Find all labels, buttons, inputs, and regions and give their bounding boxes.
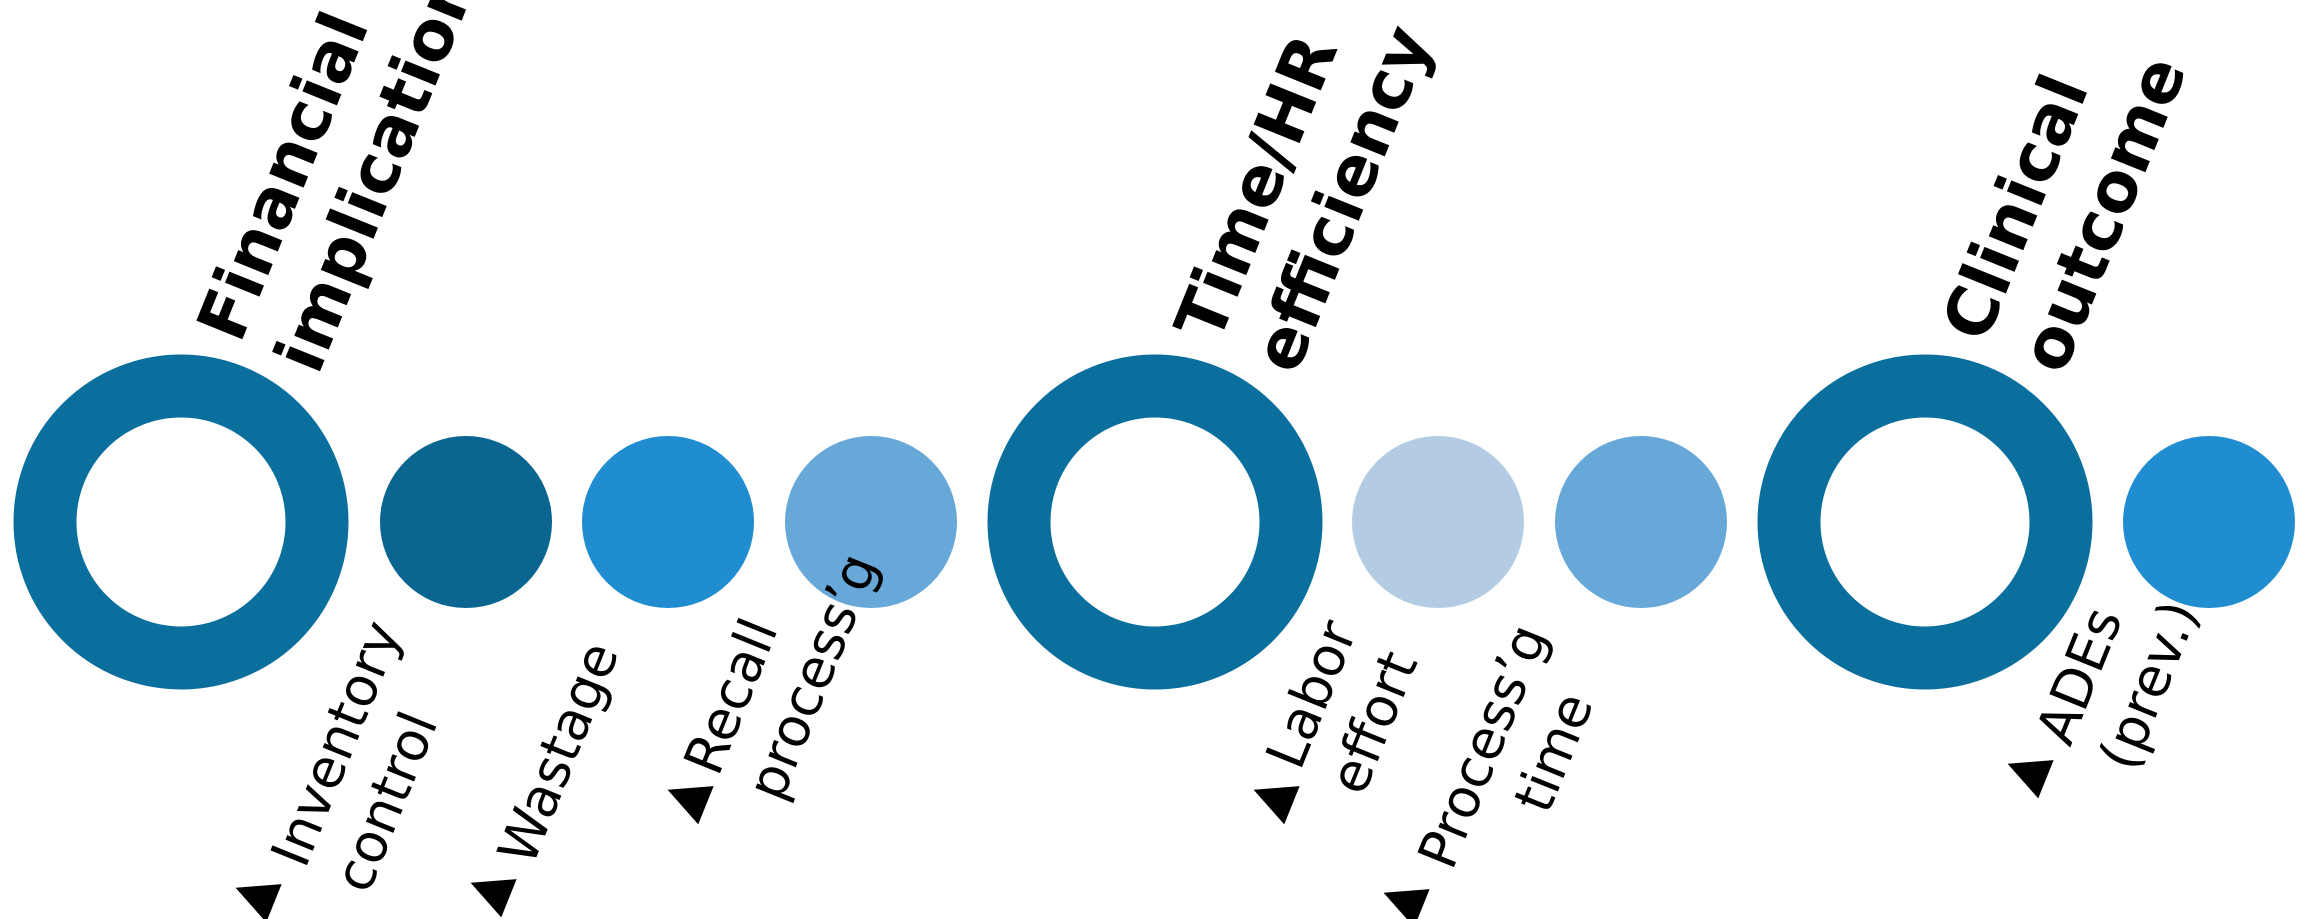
item-label-wastage: Wastage bbox=[486, 633, 632, 873]
item-dot-inventory bbox=[380, 436, 552, 608]
item-dot-ades bbox=[2123, 436, 2295, 608]
category-ring-financial bbox=[13, 354, 349, 690]
item-dot-labor bbox=[1352, 436, 1524, 608]
arrow-up-icon: ▲ bbox=[1232, 764, 1306, 827]
item-label-line: Wastage bbox=[486, 633, 632, 873]
item-label-processing-time: Process’g time bbox=[1406, 600, 1630, 903]
category-label-time: Time/HR efficiency bbox=[1161, 0, 1449, 383]
arrow-up-icon: ▲ bbox=[449, 857, 523, 919]
item-dot-wastage bbox=[582, 436, 754, 608]
category-label-financial: Financial implication bbox=[183, 0, 494, 383]
category-label-clinical: Clinical outcome bbox=[1928, 14, 2203, 383]
arrow-up-icon: ▲ bbox=[1986, 738, 2060, 801]
category-ring-clinical bbox=[1757, 354, 2093, 690]
category-ring-time bbox=[987, 354, 1323, 690]
item-dot-processing-time bbox=[1555, 436, 1727, 608]
arrow-up-icon: ▲ bbox=[214, 862, 288, 919]
arrow-up-icon: ▲ bbox=[1362, 867, 1436, 919]
item-dot-recall bbox=[785, 436, 957, 608]
